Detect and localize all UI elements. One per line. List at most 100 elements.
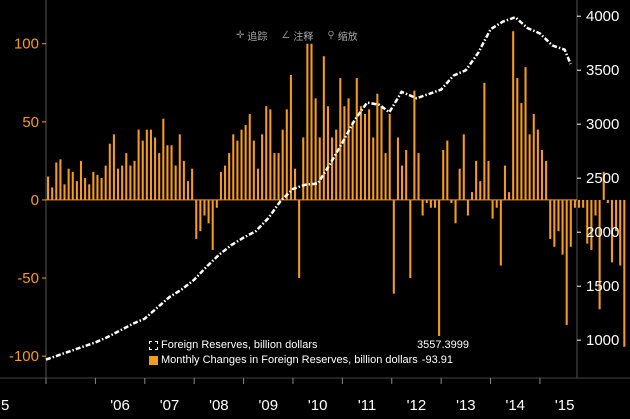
bar xyxy=(615,199,618,232)
bar xyxy=(310,43,313,200)
bar xyxy=(92,171,95,200)
bar xyxy=(84,178,87,200)
left-tick-label: 0 xyxy=(31,192,39,209)
bar xyxy=(425,199,428,204)
left-tick-label: 100 xyxy=(14,36,39,53)
x-tick-label: '14 xyxy=(505,397,525,414)
bar xyxy=(557,199,560,232)
left-tick-label: -50 xyxy=(17,270,39,287)
bar xyxy=(594,199,597,216)
bar xyxy=(133,160,136,200)
annotate-button[interactable]: ∠ 注释 xyxy=(279,27,315,44)
bar xyxy=(512,31,515,200)
left-axis: 100 50 0 -50 -100 xyxy=(9,36,46,365)
bar xyxy=(536,129,539,200)
bar xyxy=(516,78,519,200)
bar xyxy=(573,199,576,208)
track-button[interactable]: ✛ 追踪 xyxy=(234,27,269,44)
chart-toolbar: ✛ 追踪 ∠ 注释 ⚲ 缩放 xyxy=(234,27,360,44)
bar xyxy=(232,134,235,200)
zoom-label: 缩放 xyxy=(337,32,358,43)
bar xyxy=(355,78,358,200)
legend-label-reserves: Foreign Reserves, billion dollars xyxy=(161,339,318,351)
bar xyxy=(487,160,490,200)
bar xyxy=(273,153,276,200)
bar xyxy=(104,165,107,200)
magnifier-icon: ⚲ xyxy=(327,30,335,41)
x-tick-label: '07 xyxy=(160,397,180,414)
bar xyxy=(343,106,346,200)
bar xyxy=(306,43,309,200)
bar xyxy=(55,162,58,200)
bar xyxy=(475,160,478,200)
bar xyxy=(100,178,103,200)
bar xyxy=(438,199,441,341)
bar xyxy=(191,168,194,200)
right-tick-label: 1000 xyxy=(586,332,619,349)
bar xyxy=(384,153,387,200)
right-tick-label: 2000 xyxy=(586,224,619,241)
bar xyxy=(158,153,161,200)
x-tick-label: '08 xyxy=(209,397,229,414)
x-tick-label: '06 xyxy=(110,397,130,414)
bar xyxy=(528,134,531,200)
bar xyxy=(508,192,511,200)
bar xyxy=(602,171,605,200)
bar xyxy=(248,114,251,200)
bar xyxy=(586,199,589,244)
legend-swatch-reserves xyxy=(149,341,158,350)
bar xyxy=(549,199,552,239)
bar xyxy=(182,160,185,200)
legend-row-changes: Monthly Changes in Foreign Reserves, bil… xyxy=(149,353,457,368)
bar xyxy=(265,106,268,200)
bar xyxy=(207,199,210,224)
bar xyxy=(47,176,50,200)
bar xyxy=(495,199,498,208)
bar xyxy=(63,184,66,200)
bar xyxy=(409,199,412,279)
bar xyxy=(540,149,544,200)
bar xyxy=(491,199,494,219)
bar xyxy=(569,199,572,247)
bar xyxy=(553,199,556,247)
bar xyxy=(392,199,395,294)
bar xyxy=(331,137,334,200)
x-tick-label: 5 xyxy=(1,397,9,414)
bar xyxy=(376,93,379,200)
reserves-line xyxy=(45,15,572,361)
zoom-button[interactable]: ⚲ 缩放 xyxy=(325,27,359,44)
bar xyxy=(162,118,165,200)
bar xyxy=(405,149,408,200)
bar xyxy=(219,171,222,200)
bar xyxy=(545,160,548,200)
bar xyxy=(145,129,148,200)
bar xyxy=(277,153,280,200)
bar xyxy=(351,121,354,200)
bar xyxy=(289,74,292,200)
bar xyxy=(166,145,169,200)
bar xyxy=(240,129,243,200)
bar xyxy=(154,137,157,200)
bar xyxy=(380,106,383,200)
bar xyxy=(363,114,367,200)
bars-layer xyxy=(47,31,626,347)
bar xyxy=(619,199,622,266)
right-axis: 4000 3500 3000 2500 2000 1500 1000 xyxy=(577,8,619,349)
bar xyxy=(446,140,449,200)
bar xyxy=(285,109,288,200)
bar xyxy=(51,187,54,200)
bar xyxy=(88,184,91,200)
bar xyxy=(244,124,247,200)
bar xyxy=(442,149,445,200)
bar xyxy=(590,199,593,250)
bar xyxy=(261,134,264,200)
bar xyxy=(256,168,260,200)
bar xyxy=(59,159,62,200)
left-tick-label: -100 xyxy=(9,348,39,365)
x-tick-label: '09 xyxy=(258,397,278,414)
bar xyxy=(610,199,613,263)
bar xyxy=(71,171,74,200)
x-tick-label: '11 xyxy=(358,397,376,414)
legend-row-reserves: Foreign Reserves, billion dollars 3557.3… xyxy=(149,338,469,353)
bar xyxy=(79,160,83,200)
